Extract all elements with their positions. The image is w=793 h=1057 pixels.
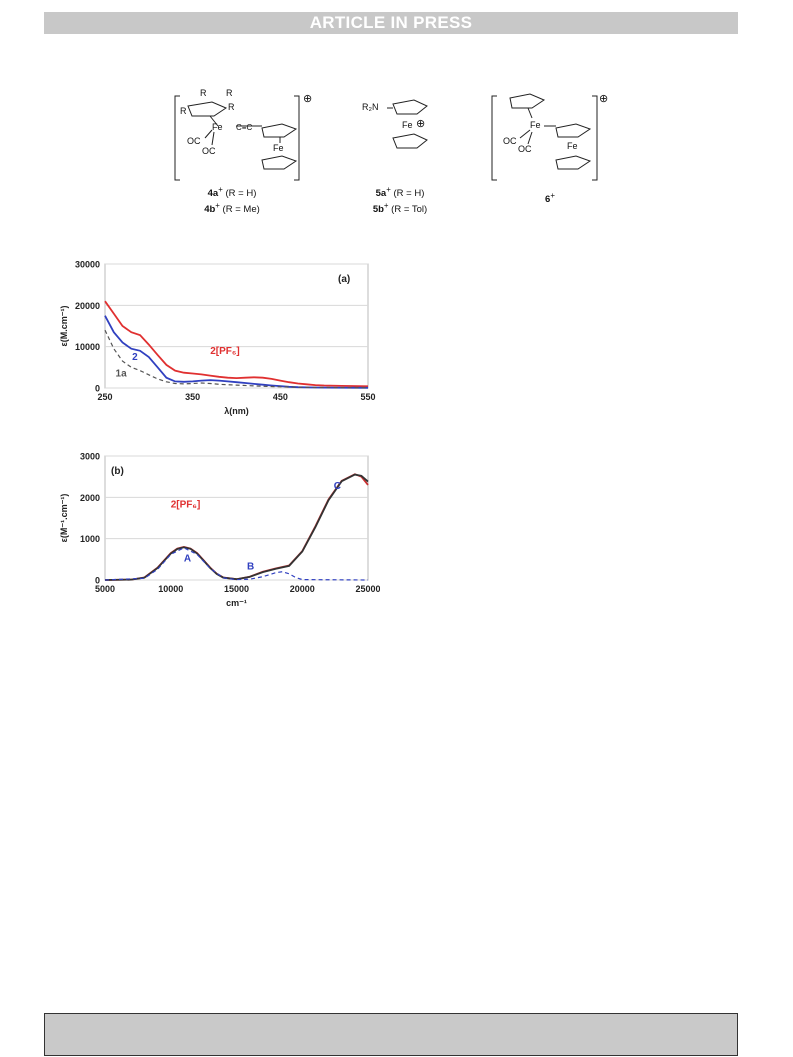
iron-atom: Fe <box>530 120 541 130</box>
r-substituent: R <box>226 88 233 98</box>
y-tick-label: 0 <box>95 576 100 586</box>
y-tick-label: 2000 <box>80 493 100 503</box>
compound-4b-desc: (R = Me) <box>219 204 260 216</box>
band-label: B <box>247 562 254 573</box>
x-tick-label: 20000 <box>290 584 315 594</box>
band-label: C <box>334 481 341 492</box>
uv-vis-spectrum-chart: 0 10000 20000 30000 250 350 450 550 λ(nm) ε(M.cm⁻… <box>50 256 380 426</box>
r-substituent: R <box>180 106 187 116</box>
iron-atom: Fe <box>567 141 578 151</box>
x-tick-label: 5000 <box>95 584 115 594</box>
x-tick-label: 450 <box>273 392 288 402</box>
positive-charge: ⊕ <box>599 93 608 105</box>
x-axis-label: cm⁻¹ <box>226 598 247 608</box>
alkyne-group: C≡C <box>236 123 252 132</box>
carbonyl-ligand: OC <box>518 144 532 154</box>
panel-label: (a) <box>338 274 350 285</box>
x-tick-label: 25000 <box>355 584 380 594</box>
iron-atom: Fe <box>273 143 284 153</box>
compound-4a-id: 4a <box>207 188 219 200</box>
compound-6-label: 6+ <box>535 190 565 206</box>
charge-sup: + <box>215 201 220 211</box>
compound-5a-id: 5a <box>375 188 387 200</box>
r-substituent: R <box>228 102 235 112</box>
chart-b-svg: 0 1000 2000 3000 5000 10000 15000 20000 25000 cm⁻… <box>59 452 381 609</box>
charge-sup: + <box>550 191 555 200</box>
charge-sup: + <box>218 185 223 194</box>
deconvolution-spectrum-chart: 0 1000 2000 3000 5000 10000 15000 20000 25000 cm⁻… <box>50 448 381 618</box>
article-in-press-banner: ARTICLE IN PRESS <box>44 12 738 34</box>
panel-label: (b) <box>111 466 124 477</box>
x-axis-label: λ(nm) <box>224 406 249 416</box>
charge-sup: + <box>383 201 389 211</box>
y-axis-label: ε(M⁻¹.cm⁻¹) <box>59 494 69 543</box>
compound-4-label: 4a+ (R = H) 4b+ (R = Me) <box>192 184 272 216</box>
carbonyl-ligand: OC <box>503 136 517 146</box>
amino-group: R₂N <box>362 102 379 112</box>
positive-charge: ⊕ <box>303 93 312 105</box>
structure-drawing: R R R R Fe C≡C OC OC Fe ⊕ R₂N Fe ⊕ Fe OC… <box>174 88 608 181</box>
y-tick-label: 1000 <box>80 534 100 544</box>
x-tick-label: 350 <box>185 392 200 402</box>
y-tick-label: 0 <box>95 384 100 394</box>
charge-sup: + <box>386 185 391 194</box>
compound-4a-desc: (R = H) <box>222 188 257 200</box>
x-tick-label: 550 <box>360 392 375 402</box>
series-label: 1a <box>116 368 128 379</box>
footer-box <box>44 1013 738 1056</box>
band-label: A <box>184 553 191 564</box>
x-tick-label: 10000 <box>158 584 183 594</box>
compound-5b-id: 5b <box>372 204 384 216</box>
y-axis-label: ε(M.cm⁻¹) <box>59 305 69 346</box>
compound-4b-id: 4b <box>204 204 216 216</box>
series-label: 2[PF₆] <box>171 500 201 511</box>
compound-5a-desc: (R = H) <box>390 188 425 200</box>
r-substituent: R <box>200 88 207 98</box>
iron-atom: Fe <box>402 120 413 130</box>
carbonyl-ligand: OC <box>187 136 201 146</box>
series-label: 2[PF₆] <box>210 346 240 357</box>
positive-charge: ⊕ <box>416 118 425 130</box>
compound-5b-desc: (R = Tol) <box>388 204 428 216</box>
carbonyl-ligand: OC <box>202 146 216 156</box>
series-line <box>104 300 369 388</box>
y-tick-label: 20000 <box>75 301 100 311</box>
x-tick-label: 15000 <box>224 584 249 594</box>
plot-area <box>104 263 369 389</box>
plot-area <box>104 455 369 581</box>
iron-atom: Fe <box>212 122 223 132</box>
series-label: 2 <box>132 352 138 363</box>
y-tick-label: 10000 <box>75 342 100 352</box>
compound-6-id: 6 <box>545 194 551 206</box>
structure-scheme: R R R R Fe C≡C OC OC Fe ⊕ R₂N Fe ⊕ Fe OC… <box>0 80 793 230</box>
compound-5-label: 5a+ (R = H) 5b+ (R = Tol) <box>360 184 440 216</box>
y-tick-label: 3000 <box>80 452 100 462</box>
y-tick-label: 30000 <box>75 260 100 270</box>
x-tick-label: 250 <box>97 392 112 402</box>
chart-a-svg: 0 10000 20000 30000 250 350 450 550 λ(nm) ε(M.cm⁻… <box>59 260 376 417</box>
